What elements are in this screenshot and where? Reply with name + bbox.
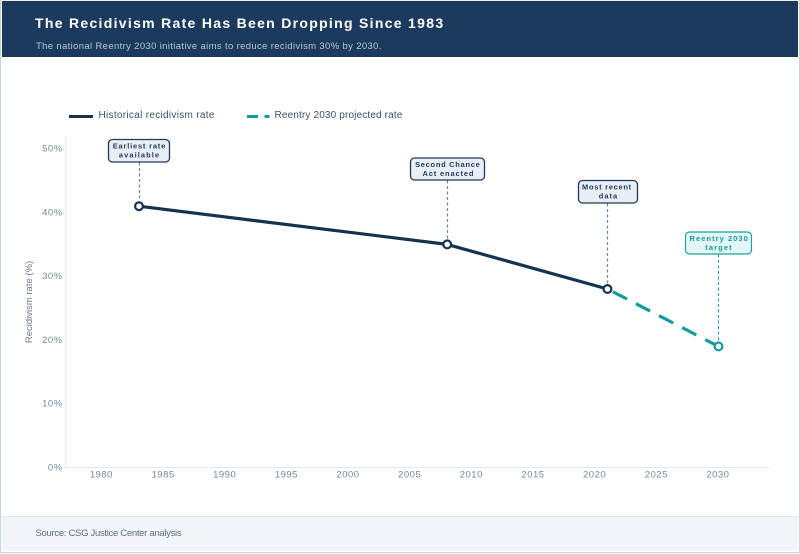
svg-text:data: data (599, 191, 618, 200)
svg-text:1990: 1990 (213, 470, 236, 481)
svg-text:1995: 1995 (275, 470, 298, 481)
svg-text:2020: 2020 (583, 470, 606, 481)
svg-text:50%: 50% (42, 144, 63, 155)
svg-text:1980: 1980 (90, 470, 113, 481)
svg-text:Act enacted: Act enacted (422, 169, 474, 178)
svg-text:Reentry 2030 projected rate: Reentry 2030 projected rate (275, 110, 403, 121)
svg-text:Most recent: Most recent (582, 182, 632, 191)
svg-text:Second Chance: Second Chance (415, 160, 480, 169)
svg-text:2025: 2025 (645, 470, 668, 481)
svg-text:Earliest rate: Earliest rate (113, 141, 166, 150)
svg-text:2030: 2030 (706, 470, 729, 481)
svg-text:1985: 1985 (152, 470, 175, 481)
svg-text:30%: 30% (42, 271, 63, 282)
svg-text:0%: 0% (48, 462, 63, 473)
svg-text:available: available (119, 150, 160, 159)
svg-text:10%: 10% (42, 399, 63, 410)
svg-text:Reentry 2030: Reentry 2030 (690, 234, 749, 243)
svg-text:20%: 20% (42, 335, 63, 346)
svg-text:target: target (705, 243, 732, 252)
svg-text:2005: 2005 (398, 470, 421, 481)
svg-text:2000: 2000 (336, 470, 359, 481)
svg-text:Recidivism rate (%): Recidivism rate (%) (24, 261, 35, 343)
svg-text:2010: 2010 (460, 470, 483, 481)
svg-text:Historical recidivism rate: Historical recidivism rate (99, 110, 215, 121)
svg-text:2015: 2015 (521, 470, 544, 481)
svg-text:40%: 40% (42, 207, 63, 218)
